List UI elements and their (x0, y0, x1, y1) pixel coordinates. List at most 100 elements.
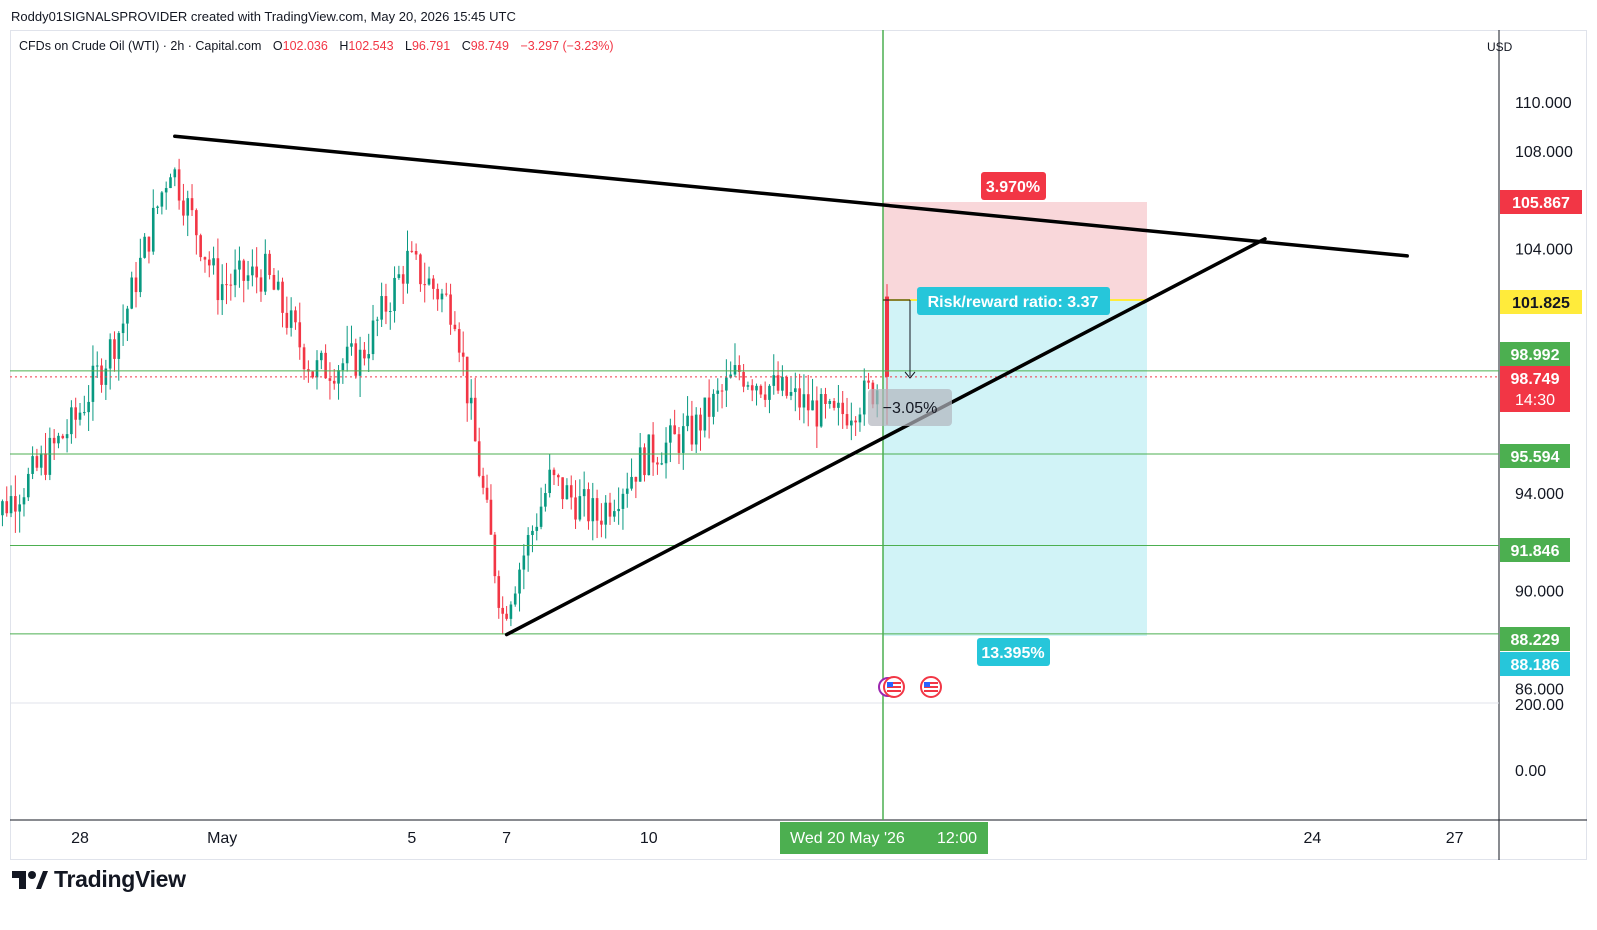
reward-zone[interactable] (883, 301, 1147, 636)
tradingview-logo[interactable]: TradingView (12, 866, 186, 893)
candle-body (83, 412, 86, 414)
candle-body (664, 442, 668, 464)
candle-body (268, 253, 271, 275)
candle-body (768, 385, 771, 400)
svg-text:105.867: 105.867 (1512, 195, 1570, 212)
candle-body (388, 311, 392, 313)
candle-body (677, 434, 681, 453)
candle-body (681, 426, 685, 453)
candle-body (651, 434, 655, 463)
candle-body (608, 502, 612, 517)
candle-body (548, 469, 551, 494)
svg-text:98.992: 98.992 (1511, 347, 1560, 364)
candle-body (376, 319, 379, 321)
us-flag-event-icon[interactable] (878, 676, 905, 698)
candle-body (246, 275, 250, 281)
svg-text:Wed 20 May '26: Wed 20 May '26 (790, 830, 905, 847)
candle-body (100, 365, 103, 385)
candle-body (656, 462, 659, 465)
candle-body (436, 288, 439, 300)
candle-body (638, 447, 642, 482)
candle-body (850, 420, 853, 426)
symbol-legend[interactable]: CFDs on Crude Oil (WTI) · 2h · Capital.c… (19, 39, 622, 53)
candle-body (324, 352, 327, 379)
candle-body (39, 453, 43, 468)
countdown-text: 14:30 (1515, 392, 1555, 409)
candle-body (469, 397, 473, 404)
price-tick-label: 86.000 (1515, 681, 1564, 698)
candle-body (281, 281, 284, 313)
candle-body (481, 475, 485, 488)
ratio-text: Risk/reward ratio: 3.37 (928, 294, 1099, 311)
candle-body (690, 415, 694, 445)
candle-body (195, 210, 198, 236)
candle-body (763, 394, 767, 400)
candle-body (164, 188, 168, 193)
candle-body (578, 496, 582, 520)
candle-body (561, 477, 564, 500)
candle-body (35, 456, 39, 468)
candle-body (186, 198, 190, 216)
candle-body (419, 254, 422, 285)
candle-body (151, 207, 155, 252)
chart-credit: Roddy01SIGNALSPROVIDER created with Trad… (11, 9, 516, 24)
price-tick-label: 90.000 (1515, 584, 1564, 601)
currency-label[interactable]: USD (1487, 40, 1513, 54)
candle-body (837, 402, 840, 408)
reward-pct-badge (977, 638, 1050, 666)
tradingview-logo-text: TradingView (54, 866, 186, 892)
candle-body (497, 576, 501, 608)
crosshair-date-badge: Wed 20 May '26 12:00 (780, 822, 988, 854)
risk-pct-badge (981, 172, 1046, 200)
candle-body (130, 277, 134, 309)
candle-body (845, 414, 849, 426)
candle-body (742, 371, 745, 387)
candle-body (574, 497, 577, 520)
high-value: 102.543 (348, 39, 394, 53)
svg-text:91.846: 91.846 (1511, 543, 1560, 560)
candle-body (477, 441, 481, 476)
candle-body (776, 375, 780, 391)
candle-body (867, 380, 870, 383)
candle-body (341, 363, 345, 371)
trendline[interactable] (173, 134, 1409, 258)
candle-body (139, 257, 142, 293)
candle-body (811, 400, 814, 411)
candle-body (397, 274, 401, 278)
price-axis[interactable]: 110.000 108.000 104.000 94.000 90.000 86.000 (1515, 95, 1573, 698)
candle-body (716, 390, 720, 394)
candle-body (380, 296, 383, 320)
candle-body (755, 385, 758, 391)
candle-body (255, 266, 258, 278)
candle-body (156, 206, 159, 208)
candle-body (160, 192, 164, 207)
candle-body (225, 284, 228, 286)
us-flag-event-icon[interactable] (920, 676, 942, 698)
candle-body (147, 236, 151, 252)
candle-body (513, 593, 517, 605)
trendline[interactable] (504, 237, 1267, 637)
measure-arrow-head (904, 371, 916, 379)
candle-body (465, 356, 469, 404)
candle-body (126, 308, 129, 324)
candle-body (199, 235, 202, 258)
candle-body (707, 397, 711, 417)
candle-body (621, 493, 625, 509)
candle-body (794, 388, 797, 393)
candle-body (862, 380, 866, 415)
symbol-name: CFDs on Crude Oil (WTI) · 2h · Capital.c… (19, 39, 262, 53)
candle-body (544, 493, 547, 507)
time-tick-label: 27 (1446, 830, 1464, 847)
candle-body (828, 400, 832, 404)
candle-body (531, 530, 534, 536)
candle-body (746, 385, 750, 387)
candle-body (143, 236, 146, 258)
current-price-badge: 98.749 14:30 (1500, 366, 1570, 412)
candle-body (686, 415, 689, 427)
trendlines[interactable] (173, 134, 1409, 637)
candle-body (806, 394, 810, 411)
candle-body (328, 378, 332, 381)
candle-body (569, 485, 573, 498)
candle-body (26, 473, 30, 498)
